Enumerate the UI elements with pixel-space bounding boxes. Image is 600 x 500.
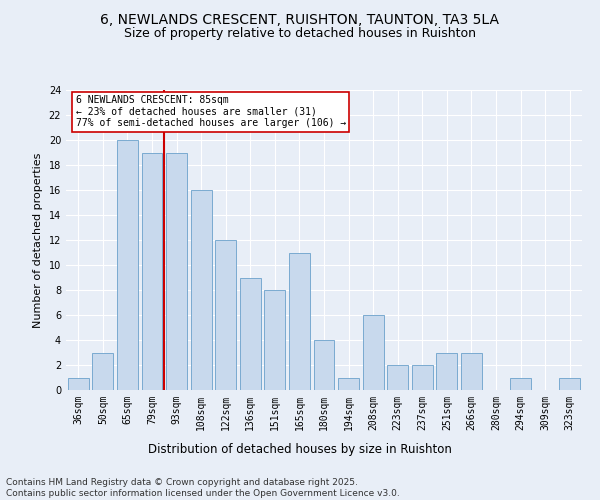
Bar bbox=[510, 378, 531, 390]
Bar bbox=[265, 290, 286, 390]
Bar bbox=[191, 190, 212, 390]
Bar bbox=[338, 378, 359, 390]
Bar bbox=[240, 278, 261, 390]
Bar bbox=[92, 352, 113, 390]
Text: Size of property relative to detached houses in Ruishton: Size of property relative to detached ho… bbox=[124, 28, 476, 40]
Bar bbox=[215, 240, 236, 390]
Text: 6 NEWLANDS CRESCENT: 85sqm
← 23% of detached houses are smaller (31)
77% of semi: 6 NEWLANDS CRESCENT: 85sqm ← 23% of deta… bbox=[76, 95, 346, 128]
Text: Distribution of detached houses by size in Ruishton: Distribution of detached houses by size … bbox=[148, 442, 452, 456]
Bar bbox=[117, 140, 138, 390]
Text: Contains HM Land Registry data © Crown copyright and database right 2025.
Contai: Contains HM Land Registry data © Crown c… bbox=[6, 478, 400, 498]
Y-axis label: Number of detached properties: Number of detached properties bbox=[33, 152, 43, 328]
Bar bbox=[387, 365, 408, 390]
Bar bbox=[362, 315, 383, 390]
Bar bbox=[166, 152, 187, 390]
Bar bbox=[68, 378, 89, 390]
Bar bbox=[412, 365, 433, 390]
Text: 6, NEWLANDS CRESCENT, RUISHTON, TAUNTON, TA3 5LA: 6, NEWLANDS CRESCENT, RUISHTON, TAUNTON,… bbox=[101, 12, 499, 26]
Bar bbox=[314, 340, 334, 390]
Bar bbox=[142, 152, 163, 390]
Bar bbox=[436, 352, 457, 390]
Bar bbox=[559, 378, 580, 390]
Bar bbox=[289, 252, 310, 390]
Bar bbox=[461, 352, 482, 390]
